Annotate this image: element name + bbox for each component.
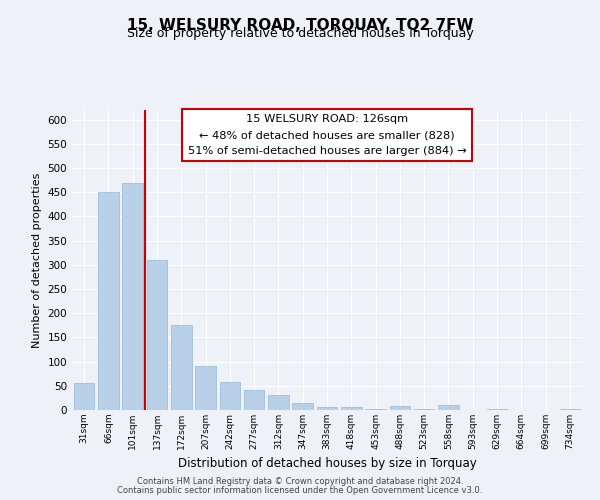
Text: 15 WELSURY ROAD: 126sqm
← 48% of detached houses are smaller (828)
51% of semi-d: 15 WELSURY ROAD: 126sqm ← 48% of detache…: [188, 114, 466, 156]
Text: Contains public sector information licensed under the Open Government Licence v3: Contains public sector information licen…: [118, 486, 482, 495]
Bar: [146, 260, 167, 410]
Bar: [171, 326, 191, 410]
Bar: [560, 409, 580, 410]
Bar: [341, 406, 362, 410]
Bar: [268, 396, 289, 410]
Text: 15, WELSURY ROAD, TORQUAY, TQ2 7FW: 15, WELSURY ROAD, TORQUAY, TQ2 7FW: [127, 18, 473, 32]
Text: Contains HM Land Registry data © Crown copyright and database right 2024.: Contains HM Land Registry data © Crown c…: [137, 477, 463, 486]
Bar: [292, 402, 313, 410]
Bar: [438, 405, 459, 410]
Bar: [365, 409, 386, 410]
Bar: [122, 182, 143, 410]
Bar: [98, 192, 119, 410]
Bar: [317, 406, 337, 410]
Bar: [74, 384, 94, 410]
Y-axis label: Number of detached properties: Number of detached properties: [32, 172, 42, 348]
Bar: [389, 406, 410, 410]
X-axis label: Distribution of detached houses by size in Torquay: Distribution of detached houses by size …: [178, 458, 476, 470]
Text: Size of property relative to detached houses in Torquay: Size of property relative to detached ho…: [127, 28, 473, 40]
Bar: [244, 390, 265, 410]
Bar: [195, 366, 216, 410]
Bar: [414, 409, 434, 410]
Bar: [220, 382, 240, 410]
Bar: [487, 409, 508, 410]
